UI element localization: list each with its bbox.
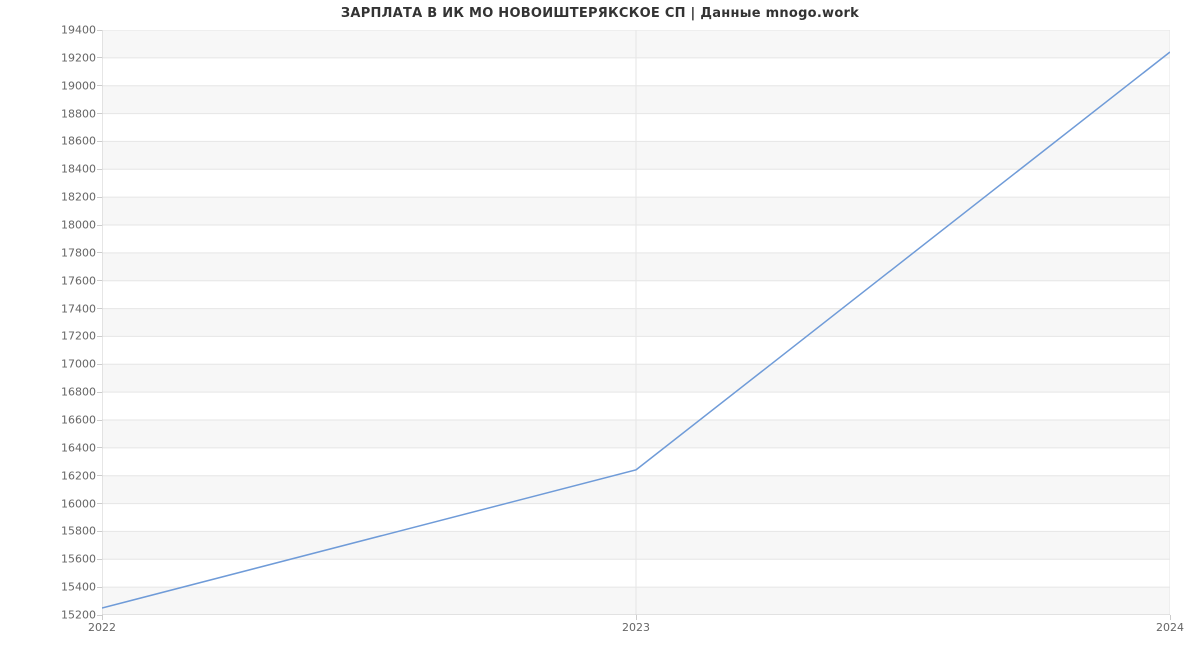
plot-area: 1520015400156001580016000162001640016600… <box>102 30 1170 615</box>
x-tick-mark <box>102 615 103 620</box>
y-tick-mark <box>97 280 102 281</box>
y-tick-label: 17200 <box>61 330 102 343</box>
y-tick-label: 17600 <box>61 274 102 287</box>
y-tick-mark <box>97 197 102 198</box>
y-tick-label: 17400 <box>61 302 102 315</box>
y-tick-mark <box>97 503 102 504</box>
y-tick-label: 18400 <box>61 163 102 176</box>
y-tick-label: 16600 <box>61 414 102 427</box>
plot-svg <box>102 30 1170 615</box>
y-tick-label: 17800 <box>61 246 102 259</box>
x-tick-mark <box>1170 615 1171 620</box>
y-tick-label: 18800 <box>61 107 102 120</box>
salary-line-chart: ЗАРПЛАТА В ИК МО НОВОИШТЕРЯКСКОЕ СП | Да… <box>0 0 1200 650</box>
y-tick-mark <box>97 392 102 393</box>
y-tick-label: 17000 <box>61 358 102 371</box>
y-tick-label: 19200 <box>61 51 102 64</box>
chart-title: ЗАРПЛАТА В ИК МО НОВОИШТЕРЯКСКОЕ СП | Да… <box>0 6 1200 21</box>
y-tick-label: 18000 <box>61 219 102 232</box>
y-tick-mark <box>97 225 102 226</box>
y-tick-mark <box>97 420 102 421</box>
y-tick-mark <box>97 587 102 588</box>
y-tick-mark <box>97 559 102 560</box>
y-tick-mark <box>97 336 102 337</box>
y-tick-mark <box>97 364 102 365</box>
y-tick-mark <box>97 85 102 86</box>
y-tick-label: 15800 <box>61 525 102 538</box>
y-tick-label: 19000 <box>61 79 102 92</box>
y-tick-mark <box>97 113 102 114</box>
y-tick-label: 19400 <box>61 24 102 37</box>
y-tick-mark <box>97 57 102 58</box>
y-tick-label: 15400 <box>61 581 102 594</box>
y-tick-mark <box>97 30 102 31</box>
y-tick-mark <box>97 141 102 142</box>
y-tick-label: 16200 <box>61 469 102 482</box>
x-tick-mark <box>636 615 637 620</box>
y-tick-mark <box>97 531 102 532</box>
y-tick-mark <box>97 447 102 448</box>
y-tick-label: 16800 <box>61 386 102 399</box>
y-tick-label: 18200 <box>61 191 102 204</box>
y-tick-label: 16400 <box>61 441 102 454</box>
y-tick-mark <box>97 308 102 309</box>
y-tick-mark <box>97 252 102 253</box>
y-tick-label: 16000 <box>61 497 102 510</box>
y-tick-label: 15600 <box>61 553 102 566</box>
y-tick-mark <box>97 475 102 476</box>
y-tick-label: 18600 <box>61 135 102 148</box>
y-tick-mark <box>97 169 102 170</box>
